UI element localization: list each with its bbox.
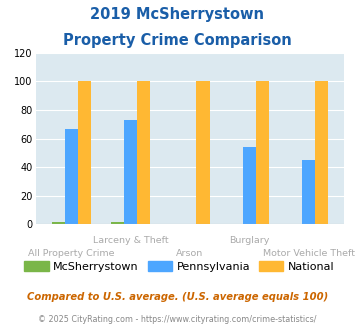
- Bar: [137, 82, 150, 224]
- Bar: [111, 221, 124, 224]
- Text: All Property Crime: All Property Crime: [28, 249, 114, 258]
- Text: Larceny & Theft: Larceny & Theft: [93, 236, 168, 245]
- Bar: [78, 82, 91, 224]
- Bar: [243, 147, 256, 224]
- Bar: [256, 82, 269, 224]
- Bar: [315, 82, 328, 224]
- Bar: [302, 160, 315, 224]
- Bar: [51, 221, 65, 224]
- Text: Arson: Arson: [176, 249, 203, 258]
- Text: Burglary: Burglary: [229, 236, 269, 245]
- Text: 2019 McSherrystown: 2019 McSherrystown: [91, 7, 264, 21]
- Legend: McSherrystown, Pennsylvania, National: McSherrystown, Pennsylvania, National: [20, 256, 339, 276]
- Text: Compared to U.S. average. (U.S. average equals 100): Compared to U.S. average. (U.S. average …: [27, 292, 328, 302]
- Bar: [65, 129, 78, 224]
- Text: © 2025 CityRating.com - https://www.cityrating.com/crime-statistics/: © 2025 CityRating.com - https://www.city…: [38, 315, 317, 324]
- Bar: [196, 82, 209, 224]
- Text: Property Crime Comparison: Property Crime Comparison: [63, 33, 292, 48]
- Text: Motor Vehicle Theft: Motor Vehicle Theft: [263, 249, 355, 258]
- Bar: [124, 120, 137, 224]
